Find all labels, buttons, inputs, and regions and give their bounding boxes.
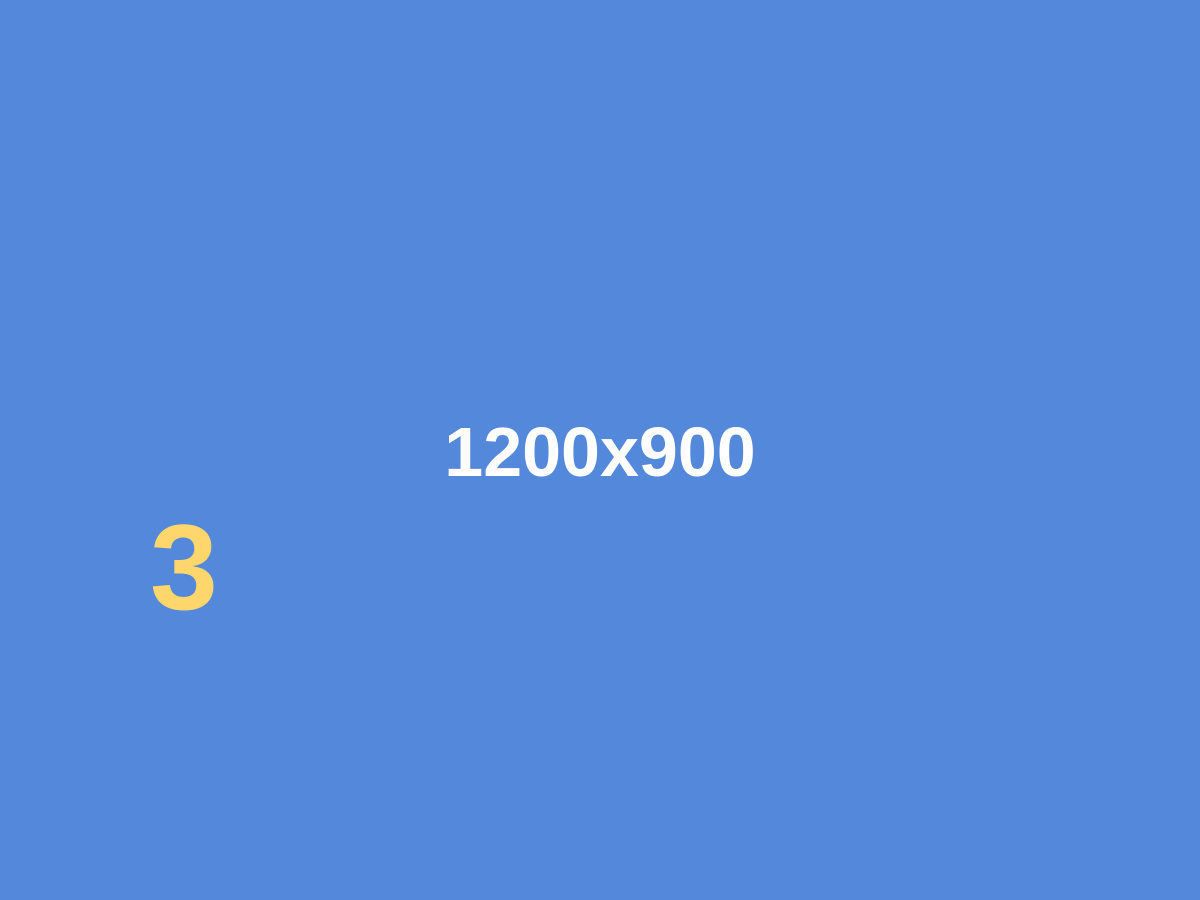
dimensions-label: 1200x900 xyxy=(444,413,756,491)
slide-number: 3 xyxy=(150,499,218,635)
